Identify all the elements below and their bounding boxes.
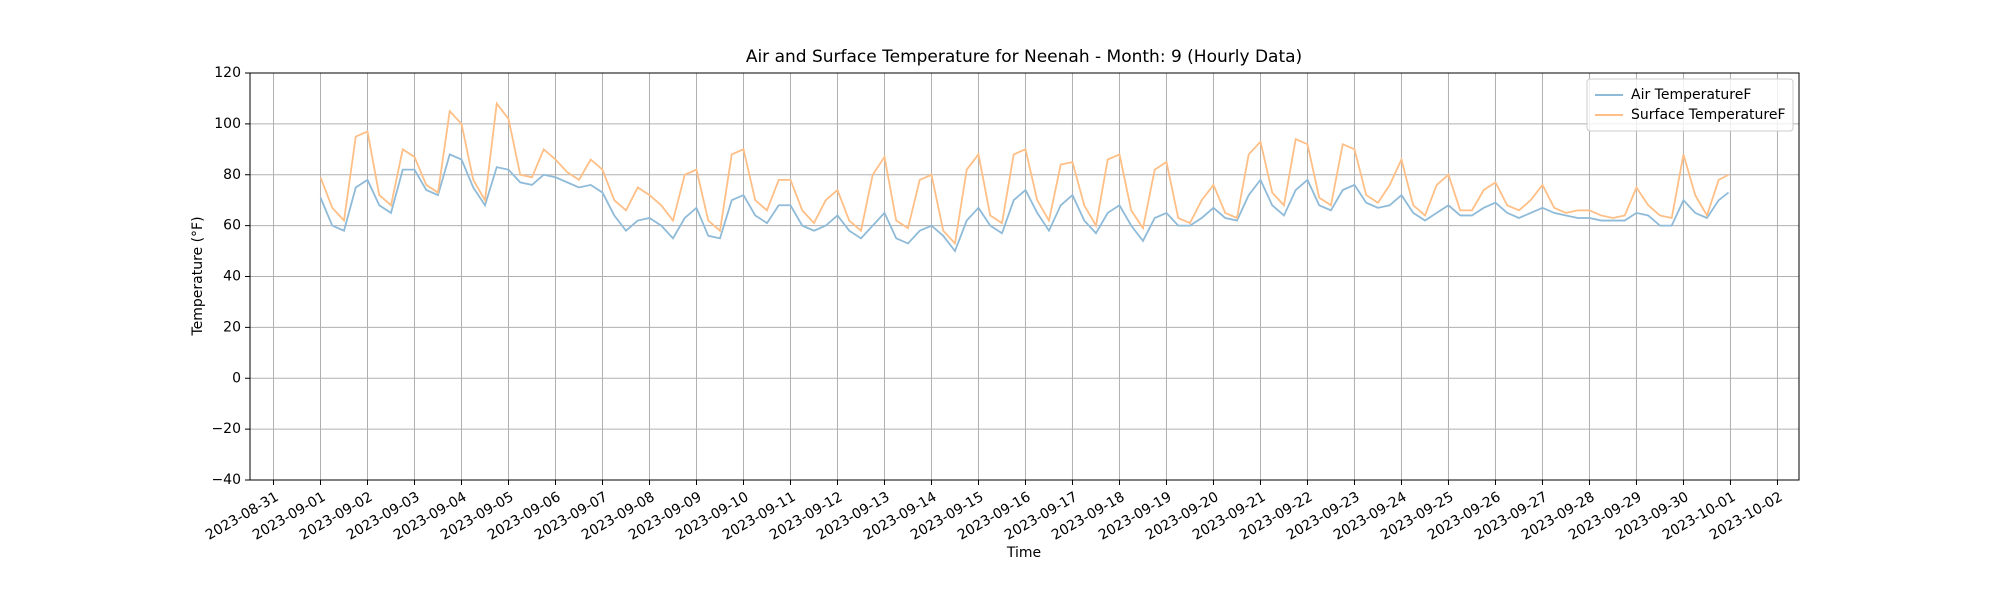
y-tick-label: 0 (232, 370, 241, 386)
legend: Air TemperatureF Surface TemperatureF (1586, 78, 1794, 132)
y-tick-label: 120 (214, 65, 241, 81)
y-tick-label: −20 (211, 421, 241, 437)
y-tick-label: 40 (223, 269, 241, 285)
x-axis-label: Time (1006, 545, 1041, 561)
legend-label: Surface TemperatureF (1631, 107, 1786, 123)
y-axis-label: Temperature (°F) (190, 216, 206, 336)
data-line (319, 153, 1730, 253)
legend-box (1586, 78, 1794, 132)
y-tick-label: −40 (211, 472, 241, 488)
y-tick-label: 60 (223, 218, 241, 234)
data-line (319, 101, 1729, 246)
chart-title: Air and Surface Temperature for Neenah -… (746, 47, 1302, 67)
y-tick-label: 100 (214, 116, 241, 132)
legend-label: Air TemperatureF (1631, 87, 1751, 103)
y-tick-label: 80 (223, 167, 241, 183)
y-tick-label: 20 (223, 319, 241, 335)
plot-frame (249, 72, 1800, 481)
